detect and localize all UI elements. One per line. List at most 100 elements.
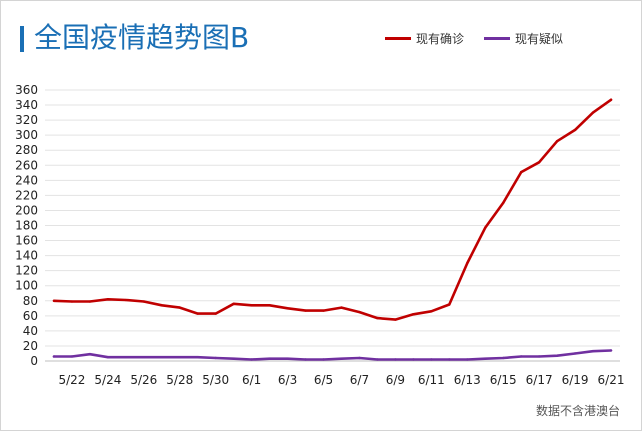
legend-swatch-confirmed: [385, 36, 411, 40]
y-tick-label-40: 40: [23, 324, 38, 338]
series-0-point-6-11: [430, 310, 433, 313]
series-1-point-5-25: [124, 356, 128, 359]
x-tick-label-6-19: 6/19: [562, 373, 589, 387]
y-tick-label-180: 180: [15, 219, 38, 233]
y-tick-label-280: 280: [15, 143, 38, 157]
series-1-point-5-26: [142, 356, 146, 359]
y-tick-label-240: 240: [15, 173, 38, 187]
series-line-0: [52, 98, 613, 321]
y-tick-label-220: 220: [15, 188, 38, 202]
y-tick-label-360: 360: [15, 83, 38, 97]
series-1-point-6-1: [250, 358, 253, 361]
series-0-point-5-31: [232, 302, 235, 305]
series-0-point-6-14: [484, 226, 487, 229]
legend-item-confirmed: 现有确诊: [385, 30, 464, 47]
series-0-point-6-18: [555, 139, 559, 143]
x-tick-label-6-1: 6/1: [242, 373, 261, 387]
x-tick-label-5-22: 5/22: [58, 373, 85, 387]
series-1-point-6-9: [394, 358, 397, 361]
x-tick-label-5-28: 5/28: [166, 373, 193, 387]
series-0-point-6-16: [519, 170, 523, 174]
series-1-point-6-19: [573, 352, 577, 355]
series-0-point-6-19: [573, 128, 577, 132]
series-0-point-6-20: [591, 111, 595, 114]
series-1-point-6-2: [268, 357, 271, 360]
source-note: 数据不含港澳台: [535, 404, 620, 418]
series-0-point-6-8: [376, 316, 379, 320]
y-tick-label-20: 20: [23, 339, 38, 353]
series-1-point-6-12: [448, 358, 451, 361]
series-0-point-5-25: [124, 298, 128, 302]
series-0-point-6-4: [304, 309, 307, 312]
series-0-point-5-28: [178, 306, 181, 309]
x-tick-label-6-11: 6/11: [418, 373, 445, 387]
series-0-point-6-9: [394, 318, 397, 321]
series-1-point-5-23: [88, 353, 92, 356]
series-0-point-6-3: [286, 307, 289, 310]
series-0-point-6-15: [502, 201, 505, 205]
y-tick-label-0: 0: [30, 354, 38, 368]
y-tick-label-100: 100: [15, 279, 38, 293]
series-0-point-5-22: [70, 300, 74, 303]
series-0-point-6-13: [466, 261, 469, 265]
series-0-point-5-30: [214, 312, 217, 315]
x-tick-label-5-24: 5/24: [94, 373, 121, 387]
series-0-point-5-24: [106, 298, 110, 301]
x-tick-label-6-5: 6/5: [314, 373, 333, 387]
series-1-point-6-21: [609, 349, 613, 352]
series-0-point-6-7: [358, 310, 361, 314]
series-0-point-6-1: [250, 304, 253, 307]
series-0-point-6-10: [412, 313, 415, 316]
series-0-point-6-21: [609, 98, 613, 101]
y-tick-label-260: 260: [15, 158, 38, 172]
legend-label-suspected: 现有疑似: [515, 31, 564, 46]
series-1-point-6-10: [412, 358, 415, 361]
y-tick-label-60: 60: [23, 309, 38, 323]
series-0-point-5-27: [160, 304, 163, 307]
x-tick-label-6-7: 6/7: [350, 373, 369, 387]
series-1-point-5-22: [70, 355, 74, 358]
series-0-point-6-5: [322, 309, 325, 312]
series-1-point-6-20: [591, 350, 595, 353]
series-1-point-6-15: [502, 356, 505, 360]
x-tick-label-5-30: 5/30: [202, 373, 229, 387]
y-tick-label-320: 320: [15, 113, 38, 127]
series-1-point-6-7: [358, 356, 361, 360]
x-tick-label-6-3: 6/3: [278, 373, 297, 387]
x-tick-label-6-17: 6/17: [526, 373, 553, 387]
series-0-point-6-12: [448, 303, 451, 306]
series-1-point-5-21: [52, 355, 56, 358]
y-tick-label-160: 160: [15, 234, 38, 248]
title-accent-bar: [20, 26, 24, 52]
series-1-point-5-27: [160, 356, 163, 359]
series-0-point-6-2: [268, 304, 271, 307]
x-tick-label-5-26: 5/26: [130, 373, 157, 387]
series-0-point-5-26: [142, 300, 146, 303]
series-0-point-5-23: [88, 300, 92, 303]
series-1-point-6-16: [519, 355, 523, 358]
series-1-point-6-6: [340, 357, 343, 360]
series-0-point-6-17: [537, 161, 541, 164]
series-1-point-6-14: [484, 357, 487, 360]
x-tick-label-6-15: 6/15: [490, 373, 517, 387]
y-tick-label-300: 300: [15, 128, 38, 142]
legend-item-suspected: 现有疑似: [484, 30, 563, 47]
series-0-point-6-6: [340, 306, 343, 309]
series-1-point-6-17: [537, 355, 541, 358]
series-1-point-5-29: [196, 356, 199, 359]
y-tick-label-140: 140: [15, 249, 38, 263]
series-line-1: [52, 349, 613, 361]
series-1-point-6-13: [466, 358, 469, 361]
x-tick-label-6-9: 6/9: [386, 373, 405, 387]
legend-swatch-suspected: [484, 36, 511, 40]
series-1-point-6-3: [286, 357, 289, 360]
series-1-point-6-5: [322, 358, 325, 361]
legend-label-confirmed: 现有确诊: [416, 31, 465, 46]
series-1-point-6-18: [555, 354, 559, 357]
series-1-point-6-4: [304, 358, 307, 361]
y-tick-label-120: 120: [15, 264, 38, 278]
series-1-point-5-31: [232, 357, 235, 360]
y-tick-label-200: 200: [15, 203, 38, 217]
chart-title: 全国疫情趋势图B: [34, 21, 250, 54]
x-tick-label-6-13: 6/13: [454, 373, 481, 387]
